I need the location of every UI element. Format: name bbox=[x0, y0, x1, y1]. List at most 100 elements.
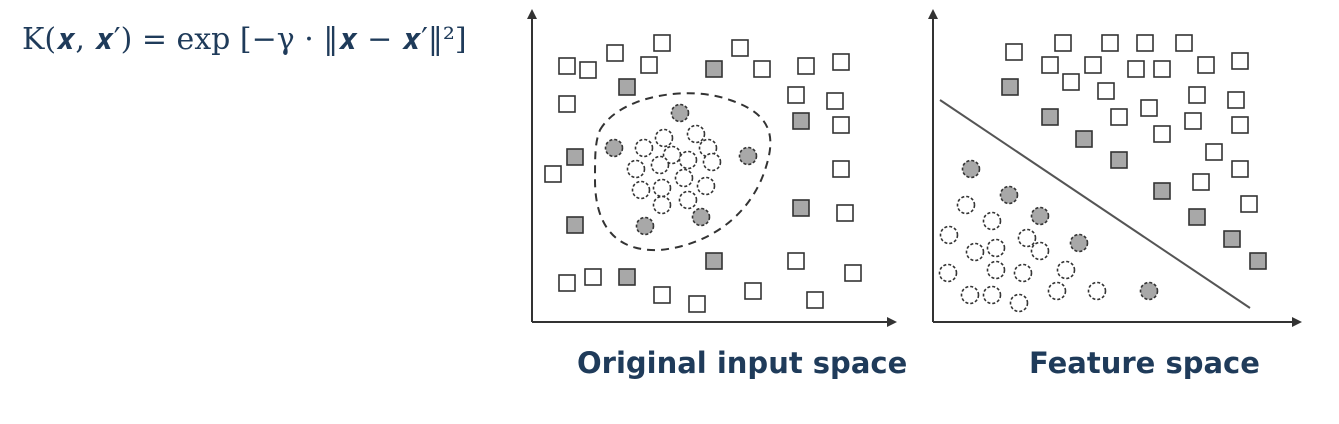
circle-marker bbox=[986, 260, 1006, 280]
gray-circle-marker bbox=[738, 146, 758, 166]
square-marker bbox=[1153, 125, 1171, 143]
gray-square-marker bbox=[792, 112, 810, 130]
square-marker bbox=[558, 57, 576, 75]
circle-marker bbox=[650, 155, 670, 175]
gray-circle-marker bbox=[961, 159, 981, 179]
gray-circle-marker bbox=[604, 138, 624, 158]
dashed-boundary bbox=[593, 92, 772, 252]
square-marker bbox=[1231, 116, 1249, 134]
square-marker bbox=[653, 34, 671, 52]
square-marker bbox=[1062, 73, 1080, 91]
square-marker bbox=[584, 268, 602, 286]
gray-circle-marker bbox=[1139, 281, 1159, 301]
square-marker bbox=[1097, 82, 1115, 100]
gray-square-marker bbox=[566, 216, 584, 234]
square-marker bbox=[1041, 56, 1059, 74]
circle-marker bbox=[1056, 260, 1076, 280]
circle-marker bbox=[652, 195, 672, 215]
square-marker bbox=[1005, 43, 1023, 61]
square-marker bbox=[1188, 86, 1206, 104]
gray-circle-marker bbox=[999, 185, 1019, 205]
square-marker bbox=[1175, 34, 1193, 52]
gray-circle-marker bbox=[670, 103, 690, 123]
gray-circle-marker bbox=[691, 207, 711, 227]
circle-marker bbox=[1013, 263, 1033, 283]
separating-line bbox=[939, 99, 1251, 309]
gray-square-marker bbox=[705, 60, 723, 78]
square-marker bbox=[640, 56, 658, 74]
circle-marker bbox=[1047, 281, 1067, 301]
gray-square-marker bbox=[1249, 252, 1267, 270]
kernel-formula: K(𝒙, 𝒙′) = exp [−γ · ‖𝒙 − 𝒙′‖²] bbox=[22, 22, 467, 57]
left-white-circles bbox=[626, 124, 722, 215]
gray-circle-marker bbox=[635, 216, 655, 236]
square-marker bbox=[1153, 60, 1171, 78]
square-marker bbox=[832, 160, 850, 178]
circle-marker bbox=[654, 128, 674, 148]
left-axes bbox=[527, 9, 897, 327]
gray-square-marker bbox=[618, 268, 636, 286]
square-marker bbox=[688, 295, 706, 313]
square-marker bbox=[558, 95, 576, 113]
left-white-squares bbox=[544, 34, 862, 313]
square-marker bbox=[653, 286, 671, 304]
right-gray-squares bbox=[1001, 78, 1267, 270]
circle-marker bbox=[634, 138, 654, 158]
square-marker bbox=[806, 291, 824, 309]
square-marker bbox=[579, 61, 597, 79]
square-marker bbox=[1192, 173, 1210, 191]
square-marker bbox=[1054, 34, 1072, 52]
circle-marker bbox=[960, 285, 980, 305]
circle-marker bbox=[652, 178, 672, 198]
square-marker bbox=[1110, 108, 1128, 126]
left-gray-squares bbox=[566, 60, 810, 286]
square-marker bbox=[753, 60, 771, 78]
square-marker bbox=[826, 92, 844, 110]
square-marker bbox=[1197, 56, 1215, 74]
square-marker bbox=[606, 44, 624, 62]
square-marker bbox=[558, 274, 576, 292]
circle-marker bbox=[982, 285, 1002, 305]
circle-marker bbox=[965, 242, 985, 262]
right-axes bbox=[928, 9, 1302, 327]
square-marker bbox=[731, 39, 749, 57]
square-marker bbox=[1084, 56, 1102, 74]
circle-marker bbox=[686, 124, 706, 144]
gray-square-marker bbox=[566, 148, 584, 166]
circle-marker bbox=[626, 159, 646, 179]
square-marker bbox=[1231, 52, 1249, 70]
square-marker bbox=[787, 252, 805, 270]
circle-marker bbox=[631, 180, 651, 200]
circle-marker bbox=[698, 138, 718, 158]
gray-square-marker bbox=[1041, 108, 1059, 126]
square-marker bbox=[1240, 195, 1258, 213]
gray-square-marker bbox=[705, 252, 723, 270]
square-marker bbox=[1227, 91, 1245, 109]
circle-marker bbox=[1030, 241, 1050, 261]
gray-square-marker bbox=[618, 78, 636, 96]
gray-circle-marker bbox=[1069, 233, 1089, 253]
square-marker bbox=[836, 204, 854, 222]
gray-square-marker bbox=[792, 199, 810, 217]
caption-feature-space: Feature space bbox=[1029, 346, 1260, 380]
circle-marker bbox=[678, 150, 698, 170]
left-gray-circles bbox=[604, 103, 758, 236]
square-marker bbox=[1101, 34, 1119, 52]
square-marker bbox=[844, 264, 862, 282]
square-marker bbox=[1184, 112, 1202, 130]
right-white-squares bbox=[1005, 34, 1258, 213]
square-marker bbox=[1136, 34, 1154, 52]
circle-marker bbox=[939, 225, 959, 245]
gray-circle-marker bbox=[1030, 206, 1050, 226]
square-marker bbox=[744, 282, 762, 300]
gray-square-marker bbox=[1223, 230, 1241, 248]
gray-square-marker bbox=[1075, 130, 1093, 148]
right-gray-circles bbox=[961, 159, 1159, 301]
circle-marker bbox=[938, 263, 958, 283]
square-marker bbox=[1127, 60, 1145, 78]
square-marker bbox=[832, 53, 850, 71]
right-white-circles bbox=[938, 195, 1107, 313]
circle-marker bbox=[702, 152, 722, 172]
circle-marker bbox=[678, 190, 698, 210]
